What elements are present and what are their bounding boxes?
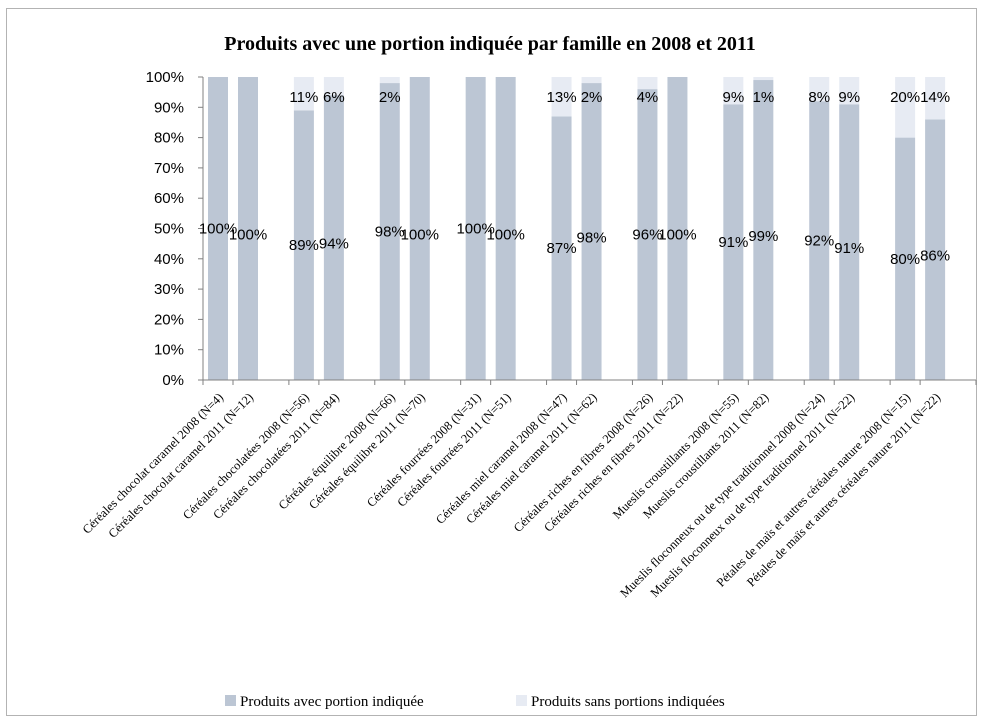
- bar-without-portion: [581, 77, 602, 84]
- bar-without-portion: [925, 77, 946, 120]
- data-label-with-portion: 100%: [401, 227, 439, 244]
- bar-with-portion: [208, 77, 228, 380]
- data-label-with-portion: 96%: [632, 227, 662, 244]
- bar-without-portion: [895, 77, 916, 138]
- y-tick-label: 90%: [154, 99, 184, 116]
- chart-title: Produits avec une portion indiquée par f…: [224, 33, 756, 55]
- y-tick-label: 20%: [154, 311, 184, 328]
- bar-without-portion: [551, 77, 572, 117]
- bar-with-portion: [379, 83, 400, 380]
- chart-frame: [6, 8, 977, 716]
- y-tick-label: 0%: [162, 372, 184, 389]
- data-label-with-portion: 100%: [229, 227, 267, 244]
- bar-with-portion: [723, 104, 744, 381]
- y-tick-label: 40%: [154, 251, 184, 268]
- data-label-without-portion: 11%: [289, 89, 318, 106]
- bar-with-portion: [293, 110, 314, 380]
- y-tick-label: 70%: [154, 160, 184, 177]
- data-label-with-portion: 89%: [289, 237, 319, 254]
- bar-with-portion: [551, 116, 572, 380]
- bar-with-portion: [323, 95, 344, 381]
- data-label-without-portion: 8%: [808, 89, 830, 106]
- bar-with-portion: [637, 89, 658, 381]
- y-axis: 0% 10% 20% 30% 40% 50% 60% 70% 80% 90% 100%: [146, 69, 204, 389]
- y-tick-label: 80%: [154, 130, 184, 147]
- legend-label-with-portion: Produits avec portion indiquée: [240, 694, 424, 710]
- bar-without-portion: [753, 77, 774, 81]
- data-label-with-portion: 100%: [658, 227, 696, 244]
- bar-without-portion: [723, 77, 744, 105]
- data-label-without-portion: 20%: [890, 89, 920, 106]
- legend-swatch-without-portion: [516, 695, 527, 706]
- data-label-without-portion: 13%: [547, 89, 577, 106]
- data-label-without-portion: 9%: [722, 89, 744, 106]
- bar-without-portion: [839, 77, 860, 105]
- y-tick-label: 30%: [154, 281, 184, 298]
- data-label-with-portion: 91%: [834, 240, 864, 257]
- data-labels: 100%100%89%11%94%6%98%2%100% 100%100%87%1…: [199, 89, 950, 268]
- bar-with-portion: [495, 77, 516, 380]
- bar-without-portion: [637, 77, 658, 90]
- data-label-without-portion: 9%: [838, 89, 860, 106]
- data-label-without-portion: 4%: [637, 89, 659, 106]
- data-label-with-portion: 86%: [920, 248, 950, 265]
- data-label-without-portion: 6%: [323, 89, 345, 106]
- y-tick-label: 60%: [154, 190, 184, 207]
- bar-without-portion: [323, 77, 344, 96]
- bar-with-portion: [581, 83, 602, 380]
- data-label-without-portion: 14%: [920, 89, 950, 106]
- data-label-with-portion: 100%: [486, 227, 524, 244]
- data-label-with-portion: 91%: [718, 234, 748, 251]
- data-label-with-portion: 100%: [456, 221, 494, 238]
- bar-with-portion: [753, 80, 774, 380]
- bar-with-portion: [809, 101, 830, 381]
- bar-without-portion: [379, 77, 400, 84]
- bar-with-portion: [409, 77, 430, 380]
- bar-with-portion: [925, 119, 946, 381]
- y-tick-label: 50%: [154, 221, 184, 238]
- data-label-with-portion: 92%: [804, 233, 834, 250]
- y-tick-label: 100%: [146, 69, 184, 86]
- data-label-without-portion: 2%: [581, 89, 603, 106]
- data-label-with-portion: 94%: [319, 236, 349, 253]
- data-label-with-portion: 80%: [890, 251, 920, 268]
- legend-label-without-portion: Produits sans portions indiquées: [531, 694, 725, 710]
- data-label-without-portion: 1%: [752, 89, 774, 106]
- data-label-with-portion: 98%: [577, 230, 607, 247]
- bar-with-portion: [839, 104, 860, 381]
- data-label-with-portion: 100%: [199, 221, 237, 238]
- data-label-with-portion: 87%: [547, 240, 577, 257]
- y-tick-label: 10%: [154, 342, 184, 359]
- bar-with-portion: [895, 137, 916, 380]
- data-label-with-portion: 98%: [375, 224, 405, 241]
- bar-without-portion: [293, 77, 314, 111]
- data-label-without-portion: 2%: [379, 89, 401, 106]
- legend-swatch-with-portion: [225, 695, 236, 706]
- legend: Produits avec portion indiquée Produits …: [225, 694, 725, 710]
- data-label-with-portion: 99%: [748, 228, 778, 245]
- bars: [208, 77, 946, 381]
- bar-with-portion: [238, 77, 258, 380]
- bar-without-portion: [809, 77, 830, 102]
- bar-with-portion: [465, 77, 486, 380]
- bar-with-portion: [667, 77, 688, 380]
